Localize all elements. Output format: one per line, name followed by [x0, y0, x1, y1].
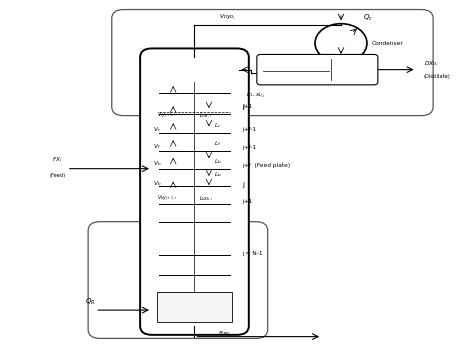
Text: Accumulator: Accumulator: [280, 62, 313, 67]
Text: j+f-1: j+f-1: [242, 145, 256, 150]
Text: $V_f$: $V_f$: [154, 142, 161, 151]
Text: (Distillate): (Distillate): [424, 74, 450, 79]
Text: $L_r x_{r,i}$: $L_r x_{r,i}$: [199, 112, 212, 120]
Text: $L_r$: $L_r$: [214, 121, 221, 130]
Text: j+1: j+1: [242, 104, 252, 109]
Text: $V_b$: $V_b$: [153, 159, 161, 168]
Text: $L_b$: $L_b$: [214, 170, 221, 179]
Text: $DX_{D_i}$: $DX_{D_i}$: [424, 60, 438, 69]
Text: $L_b x_{b,i}$: $L_b x_{b,i}$: [199, 195, 214, 203]
Text: (Feed): (Feed): [49, 173, 65, 178]
Text: $V_b y_{j+1,i}$: $V_b y_{j+1,i}$: [156, 193, 177, 204]
Text: j+f-1: j+f-1: [242, 127, 256, 132]
Text: $FX_i$: $FX_i$: [52, 155, 63, 164]
Text: $L_b$: $L_b$: [214, 157, 221, 166]
Text: Reboiler: Reboiler: [182, 301, 207, 306]
Text: $Q_R$: $Q_R$: [85, 296, 95, 307]
Text: $V_r y_{j+1,i}$: $V_r y_{j+1,i}$: [156, 111, 176, 121]
Text: $Q_c$: $Q_c$: [363, 12, 373, 23]
FancyBboxPatch shape: [156, 293, 232, 322]
Text: Condenser: Condenser: [372, 40, 403, 46]
Text: $V_b$: $V_b$: [153, 179, 161, 188]
Text: $j=1$: $j=1$: [280, 71, 292, 80]
Text: $y_{1}$: $y_{1}$: [336, 66, 342, 73]
Text: $V_D y_{D_i}$: $V_D y_{D_i}$: [219, 12, 236, 22]
Text: j: j: [242, 104, 244, 110]
Text: $L_1, x_{L_{1i}}$: $L_1, x_{L_{1i}}$: [246, 91, 266, 100]
Text: $V_r$: $V_r$: [154, 125, 161, 134]
Text: j+f  (Feed plate): j+f (Feed plate): [242, 163, 290, 168]
Text: j = N-1: j = N-1: [242, 251, 262, 256]
Text: $L_f$: $L_f$: [214, 140, 221, 148]
Text: j+1: j+1: [242, 199, 252, 204]
FancyBboxPatch shape: [257, 54, 378, 85]
Text: j: j: [242, 181, 244, 187]
Text: $Bx_{B_i}$: $Bx_{B_i}$: [218, 329, 231, 339]
FancyBboxPatch shape: [140, 48, 249, 335]
Text: j = N: j = N: [188, 312, 201, 317]
